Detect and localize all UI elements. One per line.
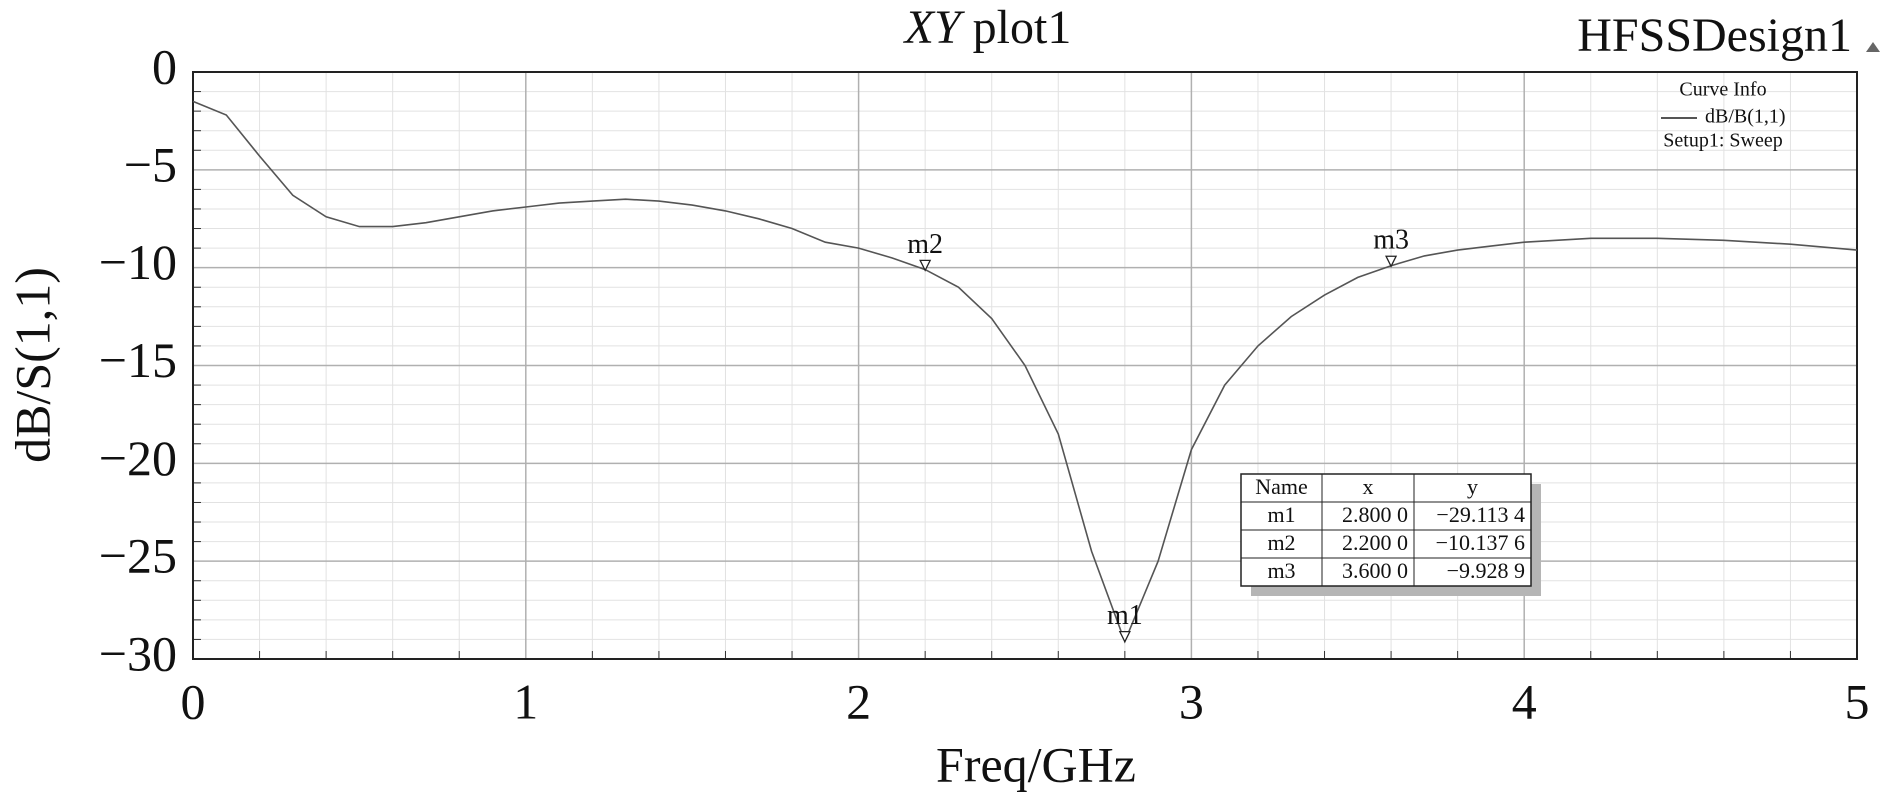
x-tick-label: 4 [1512,673,1537,729]
table-cell: m2 [1267,530,1295,555]
y-tick-label: −30 [99,625,177,681]
legend-entry: dB/B(1,1) [1705,106,1786,128]
x-tick-label: 5 [1845,673,1870,729]
y-tick-label: −15 [99,332,177,388]
marker-triangle [919,259,932,272]
y-tick-label: 0 [152,38,177,94]
table-cell: 3.600 0 [1342,558,1408,583]
marker-triangle [1118,631,1131,644]
marker-label: m1 [1107,600,1143,631]
x-axis-label: Freq/GHz [936,736,1136,792]
design-name: HFSSDesign1 [1577,9,1852,62]
title-text: plot1 [973,1,1072,54]
legend-subtitle: Setup1: Sweep [1663,130,1782,152]
x-tick-label: 0 [181,673,206,729]
y-tick-label: −10 [99,234,177,290]
table-cell: −10.137 6 [1436,530,1525,555]
table-cell: −9.928 9 [1447,558,1525,583]
y-tick-label: −25 [99,528,177,584]
table-cell: −29.113 4 [1436,502,1525,527]
y-tick-label: −5 [124,136,177,192]
plot-border [192,71,1858,660]
table-cell: m1 [1267,502,1295,527]
table-header: x [1363,474,1374,499]
collapse-icon[interactable] [1866,42,1880,52]
x-tick-label: 2 [846,673,871,729]
table-header: Name [1255,474,1308,499]
x-tick-label: 3 [1179,673,1204,729]
title-prefix: XY [903,1,965,54]
table-cell: 2.200 0 [1342,530,1408,555]
table-header: y [1467,474,1478,499]
chart-title: XY plot1 [903,1,1072,54]
x-tick-label: 1 [513,673,538,729]
marker-label: m2 [907,229,943,260]
y-tick-label: −20 [99,430,177,486]
table-cell: m3 [1267,558,1295,583]
marker-triangle [1385,255,1398,268]
data-line [192,100,1858,644]
marker-table: Name x y m1 2.800 0 −29.113 4 m2 2.200 0 −10.137… [1240,473,1541,596]
legend-title: Curve Info [1679,79,1766,101]
marker-label: m3 [1373,225,1409,256]
y-axis-label: dB/S(1,1) [4,267,60,463]
table-cell: 2.800 0 [1342,502,1408,527]
